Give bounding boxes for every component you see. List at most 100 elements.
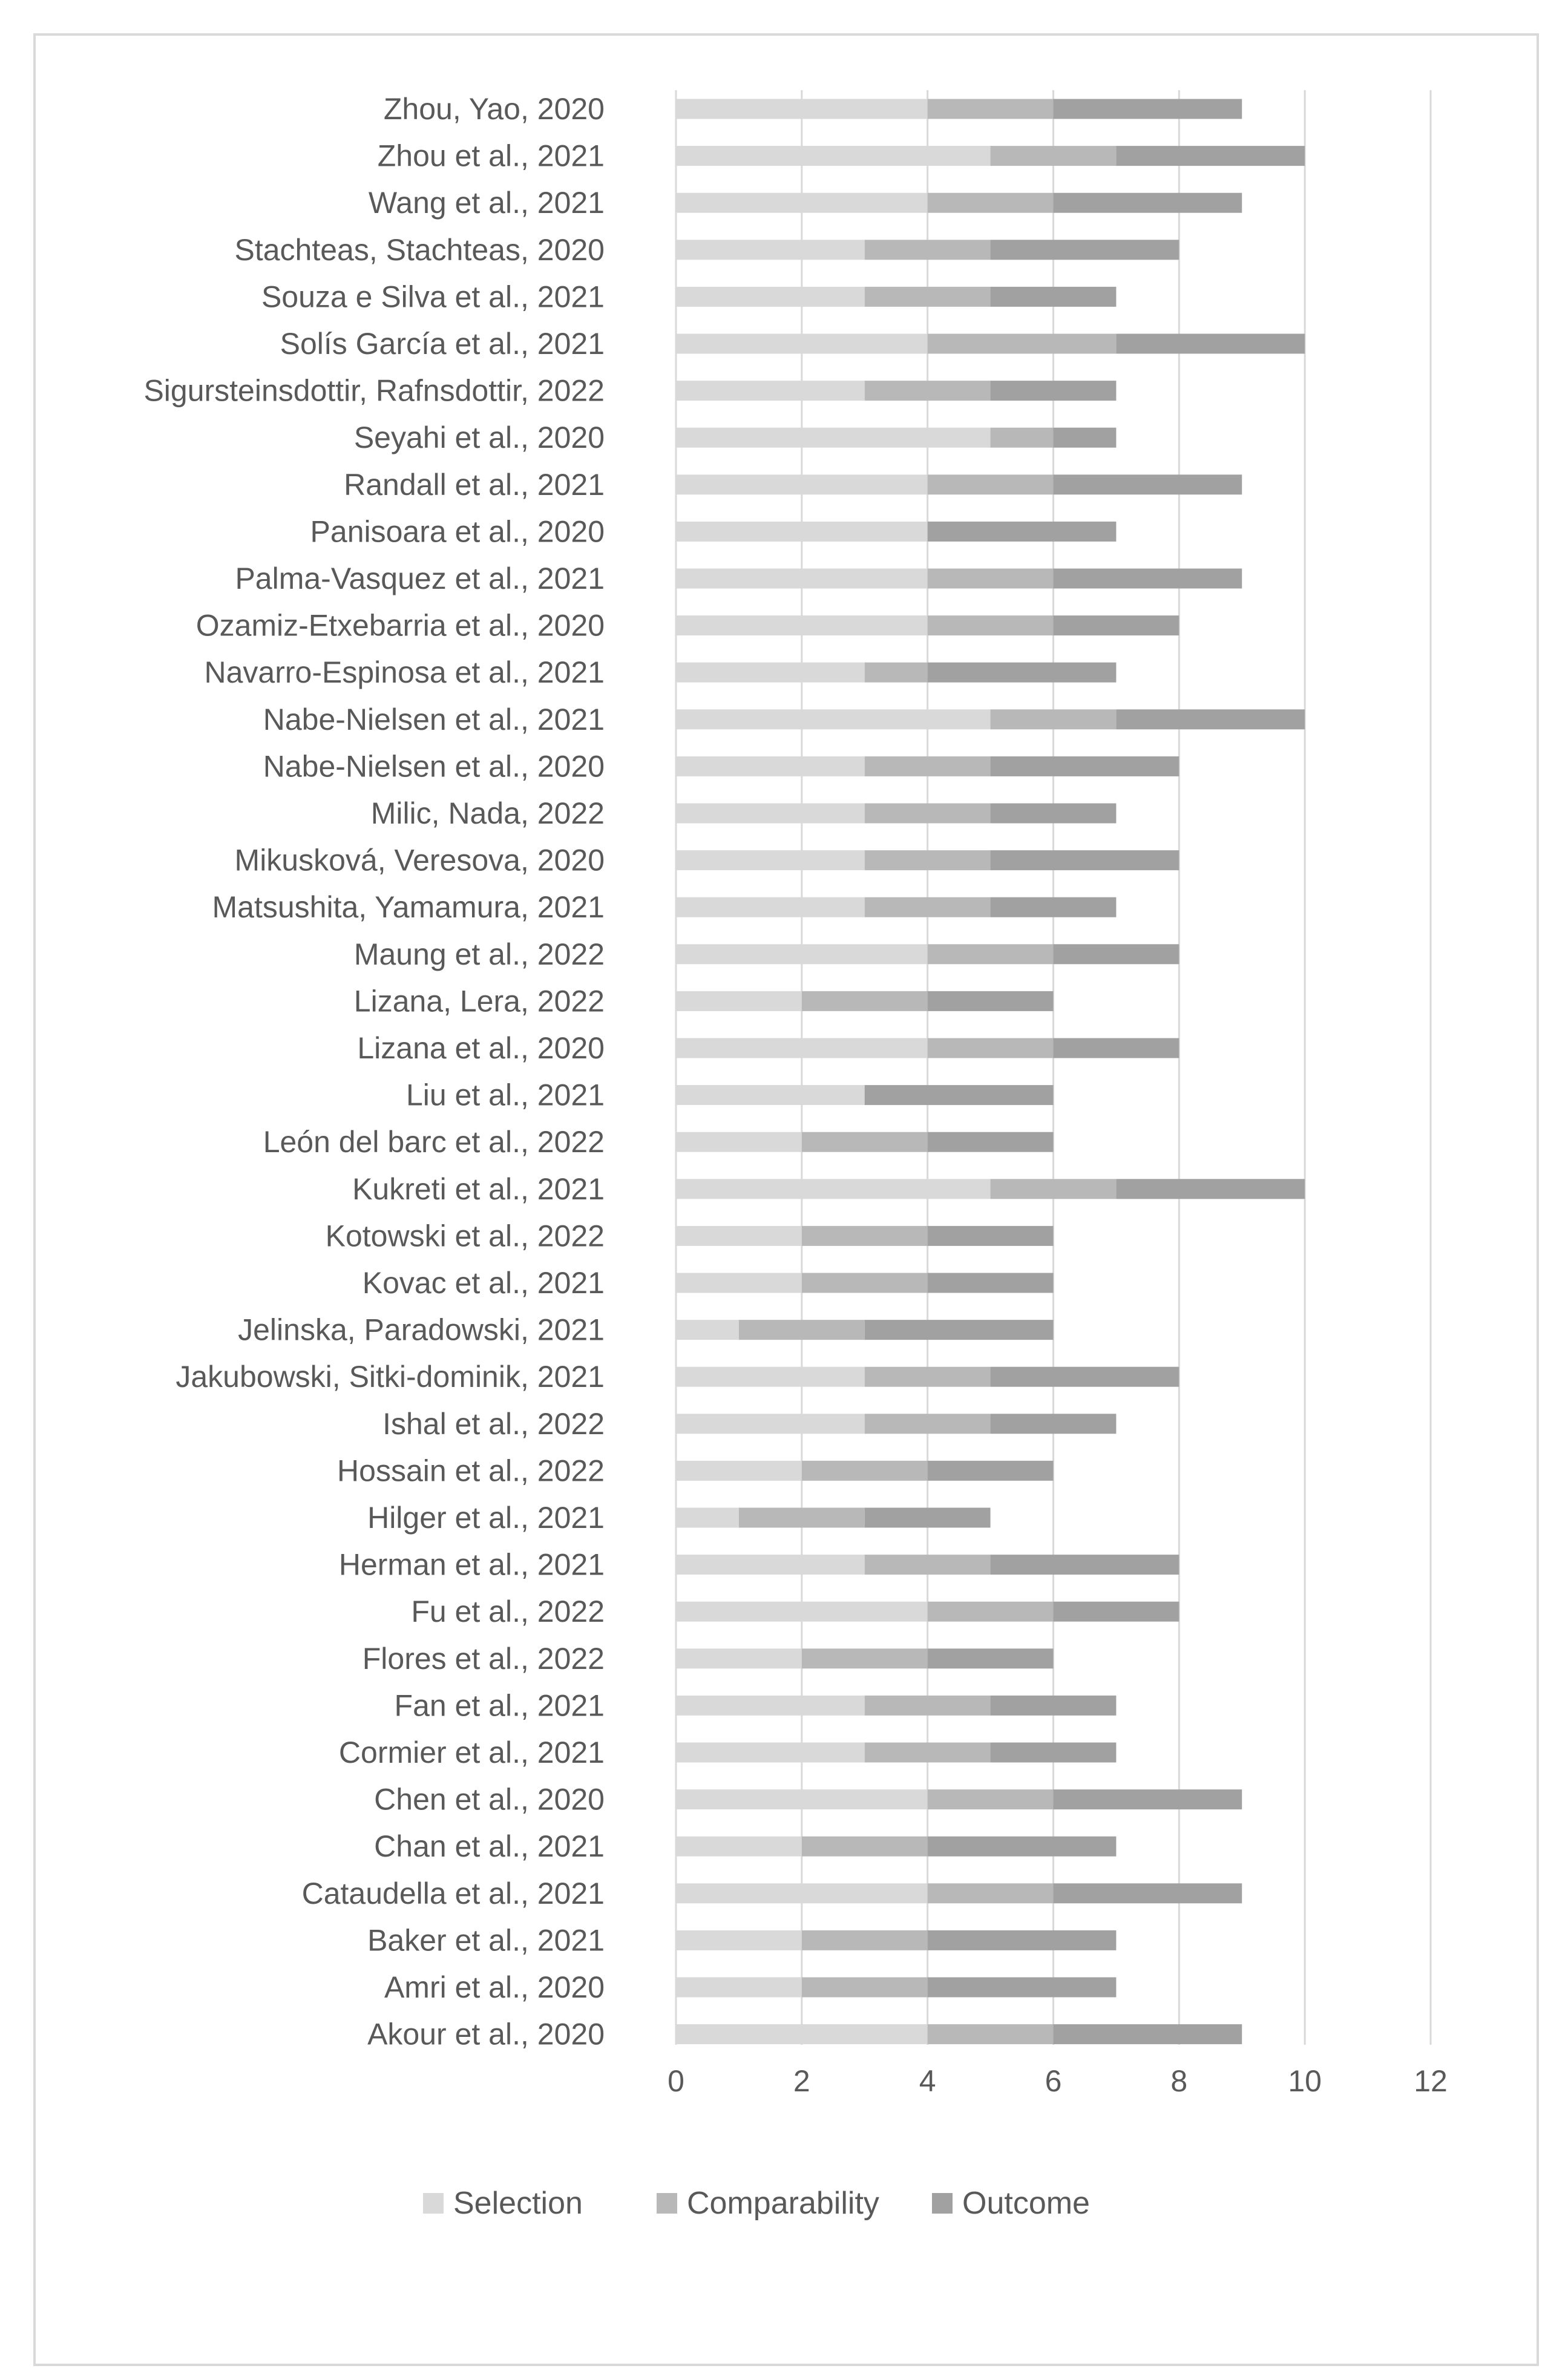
category-label: Wang et al., 2021 <box>369 186 605 220</box>
bar-segment-comparability <box>801 1648 928 1669</box>
bar-segment-comparability <box>927 99 1054 119</box>
bar-segment-comparability <box>927 568 1054 589</box>
category-label: Stachteas, Stachteas, 2020 <box>234 233 605 267</box>
bar-segment-selection <box>676 1460 802 1481</box>
bar-segment-selection <box>676 99 928 119</box>
category-label: Sigursteinsdottir, Rafnsdottir, 2022 <box>143 374 605 408</box>
category-label: Kovac et al., 2021 <box>362 1266 605 1300</box>
category-label: Fan et al., 2021 <box>395 1688 605 1722</box>
bar-segment-comparability <box>864 1742 991 1763</box>
bar-segment-outcome <box>1053 1789 1242 1810</box>
bar-segment-selection <box>676 1930 802 1950</box>
bar-segment-outcome <box>1053 99 1242 119</box>
bar-segment-outcome <box>927 1132 1054 1152</box>
bar-segment-comparability <box>801 991 928 1011</box>
category-label: Hilger et al., 2021 <box>367 1501 605 1535</box>
bar-segment-selection <box>676 240 865 260</box>
bars <box>676 99 1305 2045</box>
bar-segment-outcome <box>990 286 1117 307</box>
bar-segment-comparability <box>990 427 1054 448</box>
legend-swatch-outcome <box>932 2193 953 2214</box>
bar-segment-selection <box>676 1695 865 1716</box>
bar-segment-selection <box>676 286 865 307</box>
category-label: Lizana et al., 2020 <box>357 1031 605 1065</box>
category-label: Maung et al., 2022 <box>354 937 605 971</box>
category-label: Nabe-Nielsen et al., 2021 <box>263 703 605 736</box>
bar-segment-outcome <box>990 240 1179 260</box>
legend: Selection Comparability Outcome <box>423 2186 1090 2221</box>
category-label: Navarro-Espinosa et al., 2021 <box>205 655 605 689</box>
bar-segment-outcome <box>1053 1601 1179 1622</box>
bar-segment-outcome <box>1053 474 1242 495</box>
bar-segment-selection <box>676 1836 802 1857</box>
bar-segment-selection <box>676 333 928 354</box>
category-label: Amri et al., 2020 <box>384 1970 605 2004</box>
bar-segment-outcome <box>927 1930 1117 1950</box>
category-label: Kotowski et al., 2022 <box>326 1219 605 1253</box>
bar-segment-comparability <box>738 1320 865 1340</box>
bar-segment-selection <box>676 1038 928 1058</box>
bar-segment-outcome <box>1053 568 1242 589</box>
bar-segment-comparability <box>801 1977 928 1998</box>
bar-segment-selection <box>676 1977 802 1998</box>
bar-segment-selection <box>676 192 928 213</box>
bar-segment-outcome <box>927 662 1117 683</box>
bar-segment-outcome <box>990 1414 1117 1434</box>
legend-swatch-comparability <box>657 2193 677 2214</box>
bar-segment-comparability <box>864 897 991 917</box>
bar-segment-selection <box>676 427 991 448</box>
category-label: Souza e Silva et al., 2021 <box>261 280 605 313</box>
bar-segment-outcome <box>1053 1038 1179 1058</box>
bar-segment-comparability <box>864 381 991 401</box>
bar-segment-selection <box>676 1648 802 1669</box>
bar-segment-outcome <box>1116 146 1305 166</box>
bar-segment-selection <box>676 944 928 965</box>
bar-segment-outcome <box>927 1225 1054 1246</box>
category-label: Cormier et al., 2021 <box>339 1736 605 1769</box>
gridlines <box>675 90 1432 2045</box>
category-label: Zhou et al., 2021 <box>378 139 605 173</box>
bar-segment-selection <box>676 1507 739 1528</box>
stacked-bar-chart: Zhou, Yao, 2020 Zhou et al., 2021 Wang et … <box>143 90 1448 2221</box>
bar-segment-outcome <box>927 521 1117 542</box>
bar-segment-selection <box>676 146 991 166</box>
category-label: Kukreti et al., 2021 <box>352 1172 605 1206</box>
bar-segment-selection <box>676 2024 928 2045</box>
bar-segment-selection <box>676 1414 865 1434</box>
bar-segment-outcome <box>990 803 1117 824</box>
bar-segment-outcome <box>1116 1179 1305 1199</box>
bar-segment-comparability <box>801 1930 928 1950</box>
bar-segment-outcome <box>1053 1883 1242 1904</box>
category-label: Hossain et al., 2022 <box>337 1454 605 1487</box>
bar-segment-outcome <box>927 1273 1054 1293</box>
bar-segment-outcome <box>990 756 1179 776</box>
bar-segment-selection <box>676 709 991 730</box>
bar-segment-outcome <box>864 1320 1054 1340</box>
category-label: Ozamiz-Etxebarria et al., 2020 <box>196 609 605 643</box>
category-label: Seyahi et al., 2020 <box>354 421 605 454</box>
bar-segment-outcome <box>1116 709 1305 730</box>
category-label: Panisoara et al., 2020 <box>310 514 605 548</box>
bar-segment-comparability <box>990 709 1117 730</box>
bar-segment-comparability <box>864 756 991 776</box>
bar-segment-outcome <box>927 1977 1117 1998</box>
bar-segment-outcome <box>1053 192 1242 213</box>
category-label: Ishal et al., 2022 <box>382 1407 605 1441</box>
category-label: Mikusková, Veresova, 2020 <box>235 844 605 877</box>
bar-segment-selection <box>676 1132 802 1152</box>
figure-frame: Zhou, Yao, 2020 Zhou et al., 2021 Wang et … <box>33 33 1539 2366</box>
category-label: Flores et al., 2022 <box>362 1642 605 1676</box>
bar-segment-comparability <box>864 1414 991 1434</box>
bar-segment-outcome <box>990 381 1117 401</box>
legend-label-outcome: Outcome <box>962 2186 1090 2221</box>
bar-segment-comparability <box>927 2024 1054 2045</box>
bar-segment-outcome <box>864 1507 991 1528</box>
bar-segment-comparability <box>927 333 1117 354</box>
bar-segment-comparability <box>864 662 928 683</box>
bar-segment-comparability <box>927 1883 1054 1904</box>
category-label: Jakubowski, Sitki-dominik, 2021 <box>175 1360 605 1394</box>
bar-segment-comparability <box>927 474 1054 495</box>
x-tick-label: 12 <box>1414 2064 1448 2098</box>
bar-segment-selection <box>676 1085 865 1106</box>
bar-segment-selection <box>676 381 865 401</box>
